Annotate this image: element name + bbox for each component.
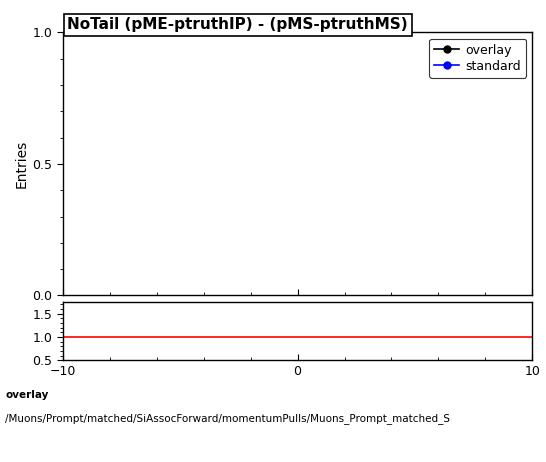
Y-axis label: Entries: Entries bbox=[14, 140, 28, 188]
Text: /Muons/Prompt/matched/SiAssocForward/momentumPulls/Muons_Prompt_matched_S: /Muons/Prompt/matched/SiAssocForward/mom… bbox=[5, 413, 450, 425]
Text: overlay: overlay bbox=[5, 390, 49, 401]
Legend: overlay, standard: overlay, standard bbox=[429, 39, 526, 78]
Text: NoTail (pME-ptruthIP) - (pMS-ptruthMS): NoTail (pME-ptruthIP) - (pMS-ptruthMS) bbox=[68, 18, 408, 32]
